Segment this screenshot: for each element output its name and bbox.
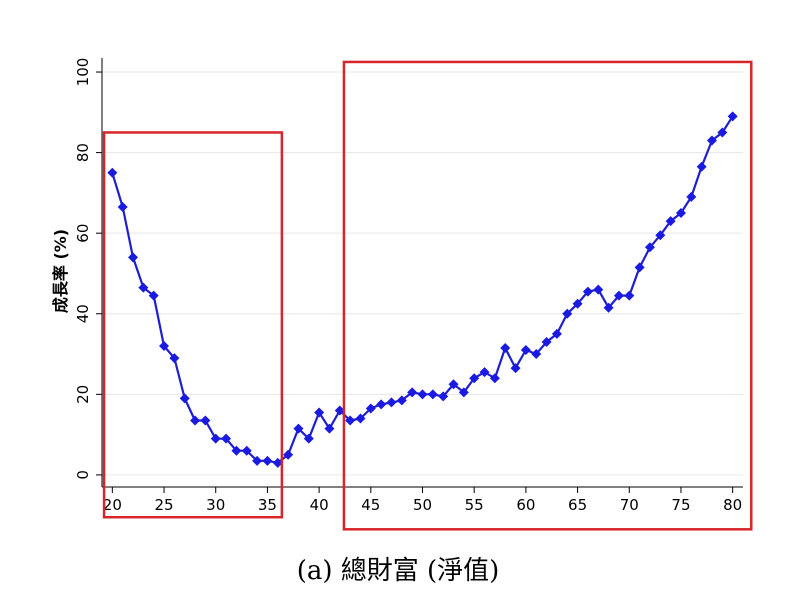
data-point-marker [314, 407, 325, 418]
data-point-marker [500, 343, 511, 354]
highlight-boxes [102, 60, 753, 531]
data-point-marker [458, 387, 469, 398]
data-point-marker [117, 201, 128, 212]
data-point-marker [696, 161, 707, 172]
data-point-marker [717, 127, 728, 138]
data-point-marker [376, 399, 387, 410]
data-point-marker [624, 290, 635, 301]
data-point-marker [686, 191, 697, 202]
x-tick-label: 35 [258, 496, 277, 514]
data-point-marker [303, 433, 314, 444]
data-point-marker [386, 397, 397, 408]
gridlines [102, 71, 743, 476]
x-tick-label: 50 [413, 496, 432, 514]
data-point-marker [665, 216, 676, 227]
data-point-marker [345, 415, 356, 426]
y-tick-label: 60 [74, 224, 92, 243]
data-point-marker [334, 405, 345, 416]
x-tick-label: 30 [206, 496, 225, 514]
x-tick-label: 70 [620, 496, 639, 514]
data-point-marker [396, 395, 407, 406]
y-tick-label: 40 [74, 304, 92, 323]
x-tick-label: 40 [310, 496, 329, 514]
data-point-marker [469, 373, 480, 384]
data-point-marker [613, 290, 624, 301]
data-point-marker [241, 445, 252, 456]
data-point-marker [407, 387, 418, 398]
data-point-marker [231, 445, 242, 456]
data-point-marker [221, 433, 232, 444]
data-point-marker [655, 230, 666, 241]
series [107, 111, 738, 468]
data-point-marker [417, 389, 428, 400]
data-point-marker [644, 242, 655, 253]
data-point-marker [200, 415, 211, 426]
data-point-marker [355, 413, 366, 424]
x-tick-label: 55 [465, 496, 484, 514]
y-axis-title: 成長率 (%) [51, 229, 70, 313]
y-ticks: 0 20 40 60 80 100 [74, 58, 102, 480]
x-tick-label: 60 [516, 496, 535, 514]
data-point-marker [582, 286, 593, 297]
data-point-marker [148, 290, 159, 301]
data-point-marker [179, 393, 190, 404]
data-point-marker [169, 353, 180, 364]
data-point-marker [531, 349, 542, 360]
axes [101, 58, 743, 488]
data-point-marker [438, 391, 449, 402]
data-point-marker [138, 282, 149, 293]
x-tick-label: 80 [723, 496, 742, 514]
data-point-marker [252, 455, 263, 466]
data-point-marker [603, 302, 614, 313]
data-point-marker [520, 345, 531, 356]
figure-caption: (a) 總財富 (淨值) [297, 556, 500, 586]
data-point-marker [572, 298, 583, 309]
data-point-marker [107, 167, 118, 178]
data-point-marker [706, 135, 717, 146]
data-point-marker [293, 423, 304, 434]
series-line [111, 115, 734, 464]
x-tick-label: 45 [361, 496, 380, 514]
data-point-marker [489, 373, 500, 384]
data-point-marker [593, 284, 604, 295]
data-point-marker [427, 389, 438, 400]
data-point-marker [272, 457, 283, 468]
x-ticks: 20 25 30 35 40 45 50 55 60 65 70 75 80 [103, 487, 742, 514]
y-tick-label: 20 [74, 385, 92, 404]
data-point-marker [510, 363, 521, 374]
x-tick-label: 65 [568, 496, 587, 514]
data-point-marker [324, 423, 335, 434]
data-point-marker [562, 308, 573, 319]
data-point-marker [210, 433, 221, 444]
data-point-marker [634, 262, 645, 273]
data-point-marker [541, 336, 552, 347]
y-tick-label: 80 [74, 143, 92, 162]
data-point-marker [448, 379, 459, 390]
highlight-box [342, 60, 753, 531]
data-point-marker [283, 449, 294, 460]
y-tick-label: 0 [74, 470, 92, 480]
highlight-box [102, 131, 284, 519]
data-point-marker [128, 252, 139, 263]
y-tick-label: 100 [74, 58, 92, 87]
x-tick-label: 20 [103, 496, 122, 514]
data-point-marker [190, 415, 201, 426]
data-point-marker [479, 367, 490, 378]
data-point-marker [727, 111, 738, 122]
data-point-marker [675, 208, 686, 219]
x-tick-label: 75 [671, 496, 690, 514]
data-point-marker [551, 328, 562, 339]
data-point-marker [159, 340, 170, 351]
data-point-marker [365, 403, 376, 414]
x-tick-label: 25 [154, 496, 173, 514]
data-point-marker [262, 455, 273, 466]
